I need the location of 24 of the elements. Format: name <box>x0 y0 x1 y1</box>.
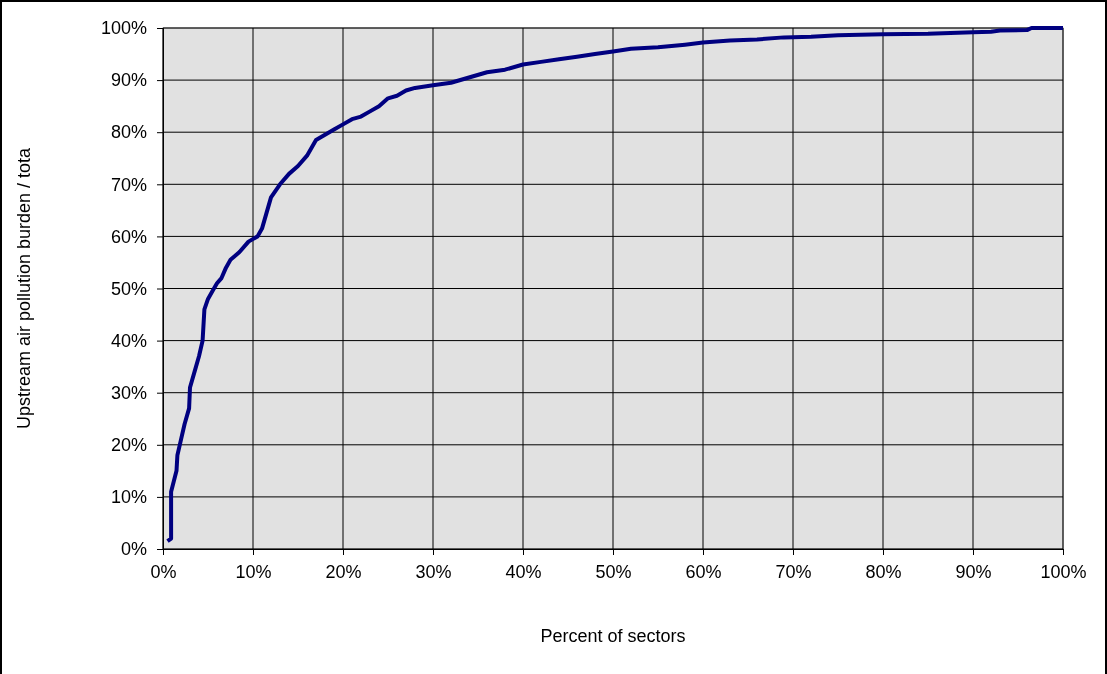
x-tick-label: 0% <box>150 561 177 582</box>
x-tick-label: 20% <box>325 561 362 582</box>
x-tick-label: 100% <box>1040 561 1087 582</box>
y-tick-label: 40% <box>110 330 147 351</box>
x-tick-label: 90% <box>955 561 992 582</box>
y-tick-label: 100% <box>100 18 147 39</box>
x-tick-label: 30% <box>415 561 452 582</box>
y-tick-label: 10% <box>110 487 147 508</box>
y-tick-label: 70% <box>110 174 147 195</box>
y-tick-label: 20% <box>110 435 147 456</box>
x-tick-label: 10% <box>235 561 272 582</box>
x-tick-label: 80% <box>865 561 902 582</box>
y-tick-label: 90% <box>110 70 147 91</box>
y-axis-title: Upstream air pollution burden / tota <box>14 146 34 430</box>
x-tick-label: 70% <box>775 561 812 582</box>
x-tick-label: 60% <box>685 561 722 582</box>
y-tick-label: 50% <box>110 278 147 299</box>
y-tick-label: 30% <box>110 382 147 403</box>
y-tick-label: 60% <box>110 226 147 247</box>
y-tick-label: 80% <box>110 122 147 143</box>
x-tick-label: 50% <box>595 561 632 582</box>
x-tick-label: 40% <box>505 561 542 582</box>
y-tick-label: 0% <box>120 539 147 560</box>
x-axis-title: Percent of sectors <box>540 626 686 646</box>
